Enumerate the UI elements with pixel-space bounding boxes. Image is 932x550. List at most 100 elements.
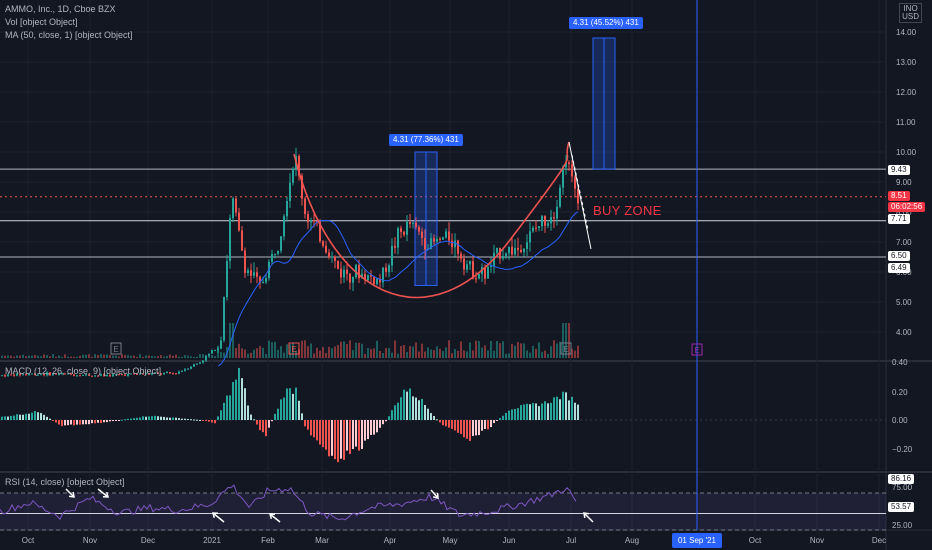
candle-body <box>175 373 177 375</box>
volume-bar <box>277 349 279 358</box>
macd-bar <box>55 420 57 423</box>
time-axis[interactable]: Oct Nov Dec 2021 Feb Mar Apr May Jun Jul Aug Oct Nov… <box>22 533 886 548</box>
volume-bar <box>454 349 456 358</box>
volume-bar <box>493 350 495 358</box>
macd-bar <box>346 420 348 451</box>
price-badge[interactable]: 6.50 <box>888 251 910 261</box>
macd-bar <box>559 399 561 420</box>
macd-bar <box>460 420 462 434</box>
measure-label-2[interactable]: 4.31 (45.52%) 431 <box>569 17 643 29</box>
candle-body <box>142 373 144 375</box>
rsi-line <box>0 484 577 521</box>
buy-zone-label[interactable]: BUY ZONE <box>593 203 662 218</box>
macd-bar <box>67 420 69 426</box>
volume-bar <box>190 356 192 358</box>
horizontal-levels[interactable] <box>0 168 886 258</box>
candle-body <box>325 245 327 253</box>
macd-bar <box>274 413 276 420</box>
macd-bar <box>409 388 411 420</box>
macd-bar <box>415 397 417 420</box>
macd-bar <box>262 420 264 433</box>
rsi-legend[interactable]: RSI (14, close) [object Object] <box>5 477 125 487</box>
candle-body <box>526 242 528 249</box>
candle-body <box>487 267 489 279</box>
volume-bar <box>472 350 474 358</box>
volume-bar <box>430 349 432 358</box>
candle-body <box>472 261 474 279</box>
price-badge[interactable]: 6.49 <box>888 263 910 273</box>
macd-bar <box>85 420 87 425</box>
macd-bar <box>214 420 216 424</box>
time-label: Feb <box>261 536 275 545</box>
candle-body <box>94 375 96 377</box>
wedge-lines[interactable] <box>568 141 592 250</box>
rsi-badge[interactable]: 53.57 <box>888 502 915 512</box>
volume-bar <box>463 350 465 358</box>
candle-body <box>7 374 9 377</box>
currency-badge[interactable]: INO USD <box>899 3 922 23</box>
rsi-badge[interactable]: 86.16 <box>888 474 915 484</box>
earnings-marker-label: E <box>113 345 118 354</box>
macd-bar <box>577 404 579 420</box>
candle-body <box>157 372 159 374</box>
price-badge[interactable]: 06:02:56 <box>888 202 926 212</box>
macd-bar <box>487 420 489 430</box>
symbol-legend[interactable]: AMMO, Inc., 1D, Cboe BZX <box>5 4 116 14</box>
candle-body <box>178 371 180 374</box>
candle-body <box>319 221 321 242</box>
macd-bar <box>52 420 54 421</box>
macd-bar <box>403 389 405 420</box>
ma-legend[interactable]: MA (50, close, 1) [object Object] <box>5 30 133 40</box>
macd-bar <box>241 378 243 420</box>
volume-bar <box>388 348 390 358</box>
volume-bar <box>259 345 261 358</box>
price-axis[interactable]: 14.0013.0012.0011.0010.009.008.007.006.0… <box>892 28 917 530</box>
candle-body <box>109 375 111 377</box>
volume-bar <box>79 355 81 358</box>
candle-body <box>379 278 381 283</box>
volume-bar <box>418 351 420 358</box>
candle-body <box>1 375 3 377</box>
time-cursor-badge <box>672 533 722 548</box>
macd-bar <box>337 420 339 463</box>
price-badge[interactable]: 8.51 <box>888 191 910 201</box>
macd-bar <box>196 419 198 421</box>
volume-bar <box>73 356 75 358</box>
measure-boxes[interactable] <box>414 37 616 286</box>
macd-bar <box>247 405 249 420</box>
volume-bar <box>553 340 555 358</box>
volume-bar <box>403 345 405 358</box>
candle-body <box>34 373 36 375</box>
candle-body <box>574 176 576 189</box>
macd-bar <box>340 420 342 459</box>
macd-bar <box>181 418 183 420</box>
measure-label-1[interactable]: 4.31 (77.36%) 431 <box>389 134 463 146</box>
wedge-upper <box>568 141 592 250</box>
cup-curve[interactable] <box>293 141 570 299</box>
price-tick-label: 10.00 <box>896 148 917 157</box>
time-label: 2021 <box>203 536 221 545</box>
volume-bar <box>526 350 528 358</box>
candle-body <box>301 175 303 199</box>
macd-bar <box>427 408 429 420</box>
macd-bar <box>199 420 201 421</box>
volume-bar <box>544 350 546 358</box>
macd-legend[interactable]: MACD (12, 26, close, 9) [object Object] <box>5 366 162 376</box>
candle-body <box>76 375 78 377</box>
candle-body <box>310 220 312 223</box>
candle-body <box>556 206 558 219</box>
volume-bar <box>400 346 402 358</box>
volume-bar <box>121 354 123 358</box>
macd-bar <box>439 420 441 423</box>
macd-bar <box>31 412 33 420</box>
ma-line <box>217 211 579 367</box>
rsi-arrows[interactable] <box>65 488 594 523</box>
volume-legend[interactable]: Vol [object Object] <box>5 17 78 27</box>
price-badge[interactable]: 7.71 <box>888 214 910 224</box>
price-badge[interactable]: 9.43 <box>888 165 910 175</box>
rsi-arrow-shaft <box>269 513 281 523</box>
candle-body <box>214 349 216 351</box>
